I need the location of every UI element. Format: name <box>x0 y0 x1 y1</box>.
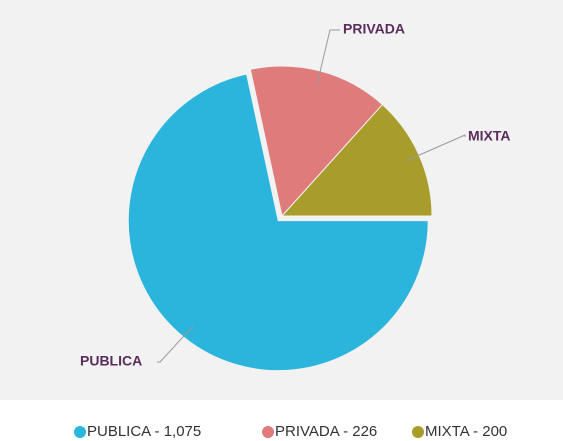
data-label: PUBLICA <box>80 353 142 369</box>
data-label: PRIVADA <box>343 21 405 37</box>
data-label: MIXTA <box>468 128 511 144</box>
pie-slice <box>127 73 429 372</box>
legend-label: PRIVADA - 226 <box>275 423 377 440</box>
leader-line <box>316 29 340 86</box>
legend-label: MIXTA - 200 <box>425 423 507 440</box>
legend-swatch <box>262 426 274 438</box>
legend-swatch <box>74 426 86 438</box>
leader-line <box>157 325 194 363</box>
legend-label: PUBLICA - 1,075 <box>87 423 201 440</box>
leader-line <box>405 134 466 162</box>
legend-swatch <box>412 426 424 438</box>
